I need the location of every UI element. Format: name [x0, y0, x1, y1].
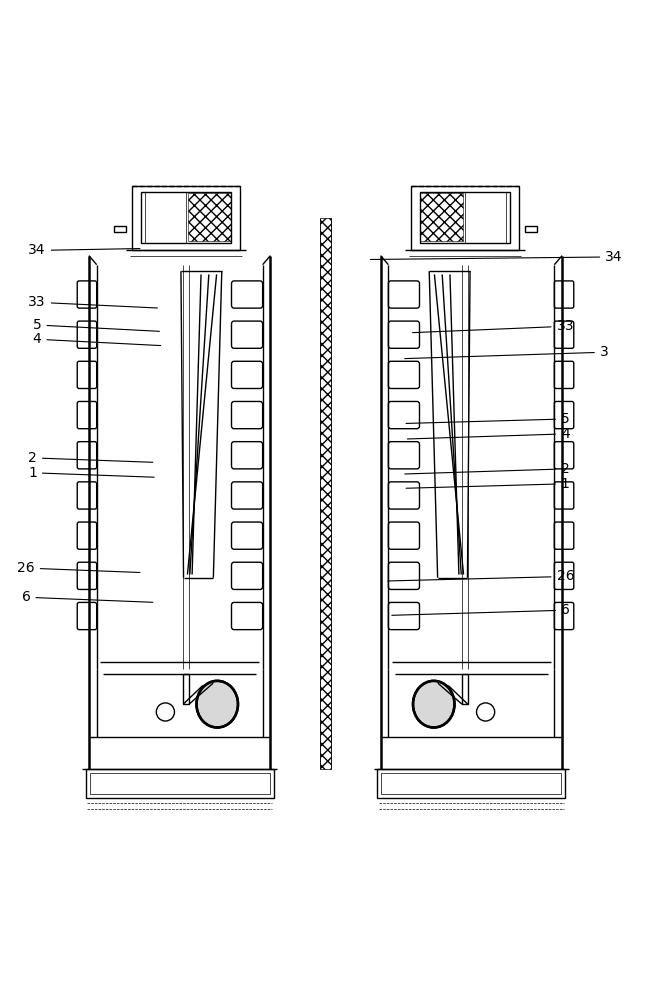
Text: 26: 26: [17, 561, 140, 575]
Bar: [525, 226, 537, 232]
Bar: [420, 193, 463, 241]
Text: 4: 4: [33, 332, 161, 346]
Text: 26: 26: [388, 569, 574, 583]
Text: 1: 1: [406, 477, 570, 491]
Text: 4: 4: [408, 427, 570, 441]
Text: 6: 6: [392, 603, 570, 617]
Bar: [114, 226, 126, 232]
Ellipse shape: [197, 681, 238, 728]
Text: 6: 6: [21, 590, 153, 604]
Text: 1: 1: [28, 466, 154, 480]
Bar: [320, 218, 331, 769]
Bar: [183, 674, 189, 704]
Text: 33: 33: [28, 295, 158, 309]
Text: 5: 5: [406, 412, 570, 426]
Ellipse shape: [413, 681, 454, 728]
Text: 34: 34: [370, 250, 623, 264]
Text: 34: 34: [28, 243, 140, 257]
Bar: [420, 192, 510, 243]
Bar: [411, 186, 519, 250]
Text: 3: 3: [405, 345, 609, 359]
Text: 2: 2: [405, 462, 570, 476]
Bar: [188, 193, 231, 241]
Bar: [378, 769, 565, 798]
Bar: [90, 773, 270, 794]
Text: 5: 5: [33, 318, 159, 332]
Text: 33: 33: [413, 319, 574, 333]
Bar: [381, 773, 561, 794]
Bar: [141, 192, 231, 243]
Bar: [462, 674, 468, 704]
Bar: [132, 186, 240, 250]
Text: 2: 2: [28, 451, 153, 465]
Bar: [86, 769, 273, 798]
